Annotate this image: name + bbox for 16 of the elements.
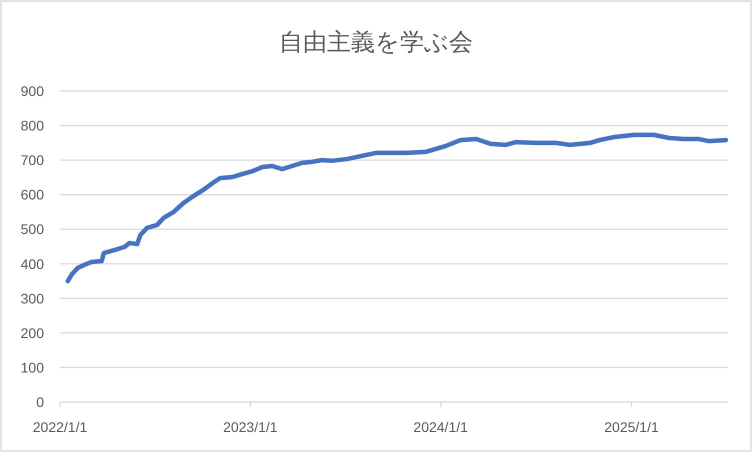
y-tick-label: 400 <box>20 256 44 272</box>
y-tick-label: 200 <box>20 324 44 341</box>
y-tick-label: 100 <box>20 359 44 376</box>
y-tick-label: 0 <box>36 394 44 410</box>
x-tick-label: 2025/1/1 <box>604 419 659 435</box>
x-tick-label: 2022/1/1 <box>32 419 88 435</box>
y-tick-label: 500 <box>20 221 44 238</box>
line-series <box>66 132 728 284</box>
y-tick-label: 900 <box>20 83 44 99</box>
x-tick-label: 2023/1/1 <box>223 419 278 435</box>
chart-title: 自由主義を学ぶ会 <box>279 29 473 56</box>
x-tick-label: 2024/1/1 <box>413 419 468 435</box>
y-tick-label: 800 <box>20 118 44 134</box>
y-tick-label: 700 <box>20 152 44 168</box>
y-tick-label: 600 <box>20 186 44 203</box>
y-tick-label: 300 <box>20 290 44 306</box>
